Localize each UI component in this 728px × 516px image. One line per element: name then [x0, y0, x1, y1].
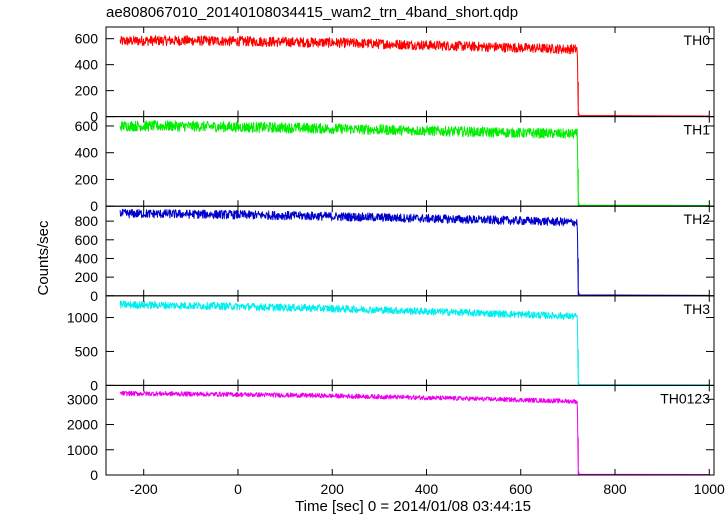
series-line-th1: [119, 120, 710, 207]
panel-label-th3: TH3: [684, 301, 711, 317]
x-tick-label: 0: [234, 481, 242, 497]
y-tick-label-th0: 200: [75, 83, 99, 99]
y-tick-label-th1: 600: [75, 118, 99, 134]
x-tick-label: 600: [509, 481, 533, 497]
x-tick-label: 400: [415, 481, 439, 497]
y-tick-label-th3: 0: [90, 377, 98, 393]
x-axis-label: Time [sec] 0 = 2014/01/08 03:44:15: [295, 498, 531, 515]
x-tick-label: 800: [603, 481, 627, 497]
series-line-th2: [119, 208, 710, 296]
y-tick-label-th1: 400: [75, 145, 99, 161]
y-tick-label-th3: 1000: [67, 310, 98, 326]
y-tick-label-th3: 500: [75, 343, 99, 359]
panel-label-th0123: TH0123: [660, 390, 710, 406]
x-tick-label: 200: [321, 481, 345, 497]
y-tick-label-th2: 0: [90, 288, 98, 304]
panel-label-th1: TH1: [684, 122, 711, 138]
y-tick-label-th0: 600: [75, 31, 99, 47]
series-line-th3: [119, 300, 710, 386]
y-tick-label-th2: 200: [75, 269, 99, 285]
y-tick-label-th1: 0: [90, 198, 98, 214]
y-tick-label-th0123: 0: [90, 467, 98, 483]
series-line-th0: [119, 35, 710, 117]
panel-label-th0: TH0: [684, 32, 711, 48]
y-tick-label-th2: 400: [75, 250, 99, 266]
x-tick-label: -200: [130, 481, 158, 497]
y-tick-label-th0123: 1000: [67, 442, 98, 458]
panels-group: 0 200 400 600 TH0 0 200 400 600 TH1 0 200 400 600 800 T…: [67, 26, 725, 497]
y-tick-label-th0123: 2000: [67, 417, 98, 433]
chart-title: ae808067010_20140108034415_wam2_trn_4ban…: [106, 4, 518, 21]
y-tick-label-th2: 800: [75, 213, 99, 229]
y-tick-label-th1: 200: [75, 171, 99, 187]
y-tick-label-th0: 0: [90, 109, 98, 125]
y-axis-label: Counts/sec: [35, 220, 52, 296]
y-tick-label-th2: 600: [75, 232, 99, 248]
panel-frame-th0123: [105, 384, 715, 476]
y-tick-label-th0123: 3000: [67, 391, 98, 407]
series-line-th0123: [119, 390, 710, 475]
x-tick-label: 1000: [694, 481, 725, 497]
y-tick-label-th0: 400: [75, 57, 99, 73]
panel-label-th2: TH2: [684, 211, 711, 227]
